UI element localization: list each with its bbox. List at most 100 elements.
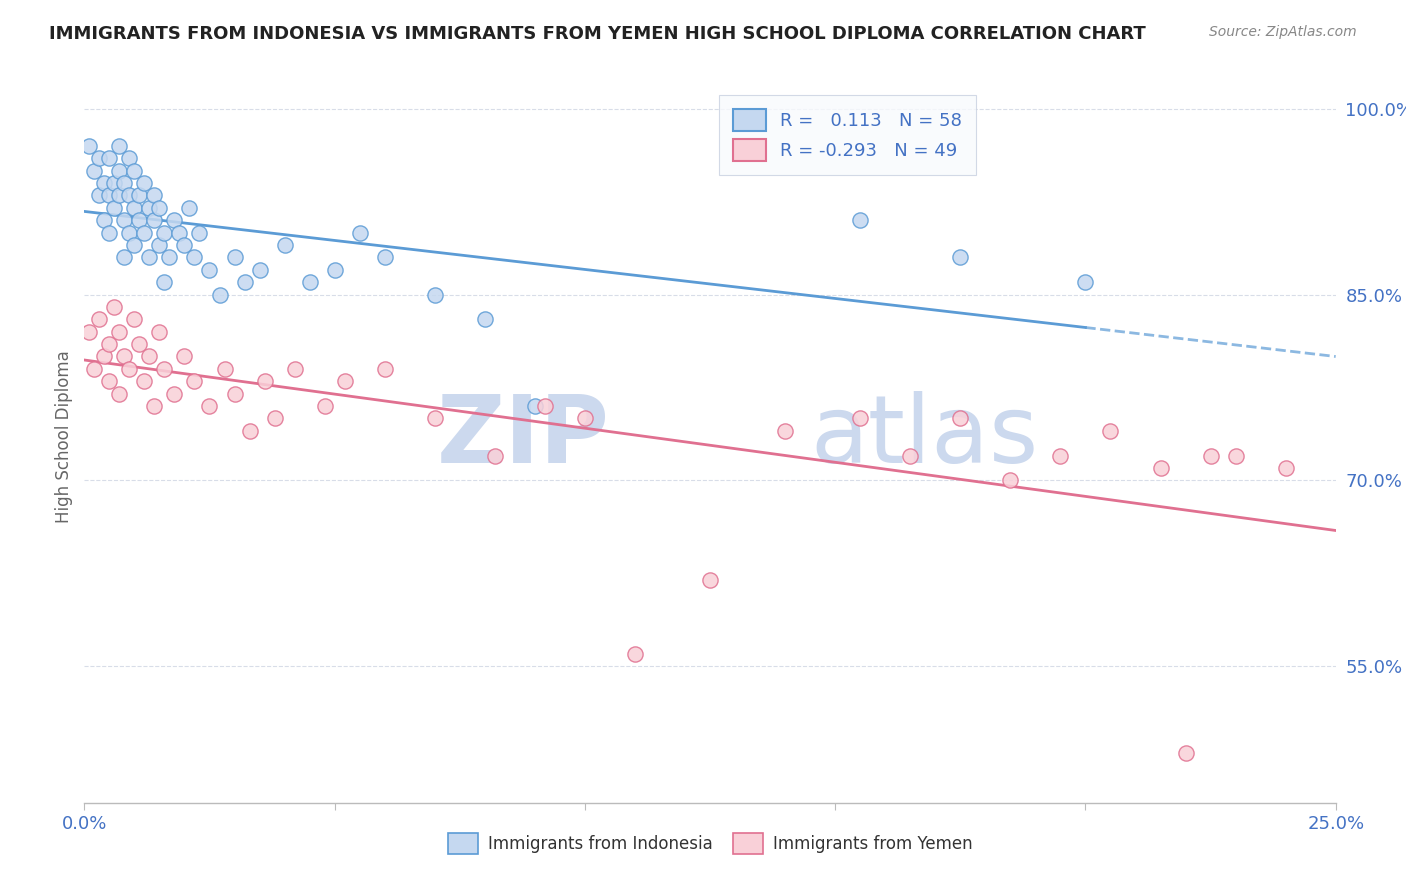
Point — [128, 213, 150, 227]
Point — [118, 151, 141, 165]
Point — [183, 374, 205, 388]
Point — [253, 374, 276, 388]
Point — [138, 350, 160, 364]
Point — [188, 226, 211, 240]
Point — [93, 213, 115, 227]
Point — [374, 362, 396, 376]
Point — [98, 337, 121, 351]
Point — [124, 238, 146, 252]
Point — [238, 424, 260, 438]
Point — [1174, 746, 1197, 760]
Point — [134, 176, 156, 190]
Point — [108, 386, 131, 401]
Point — [89, 188, 111, 202]
Point — [108, 325, 131, 339]
Point — [574, 411, 596, 425]
Point — [1274, 461, 1296, 475]
Point — [534, 399, 557, 413]
Point — [249, 262, 271, 277]
Point — [849, 213, 872, 227]
Point — [169, 226, 191, 240]
Point — [898, 449, 921, 463]
Text: Source: ZipAtlas.com: Source: ZipAtlas.com — [1209, 25, 1357, 39]
Point — [89, 151, 111, 165]
Point — [153, 226, 176, 240]
Point — [263, 411, 285, 425]
Point — [143, 188, 166, 202]
Y-axis label: High School Diploma: High School Diploma — [55, 351, 73, 524]
Point — [108, 163, 131, 178]
Point — [374, 250, 396, 264]
Point — [112, 213, 135, 227]
Point — [163, 386, 186, 401]
Point — [93, 176, 115, 190]
Point — [108, 138, 131, 153]
Point — [128, 188, 150, 202]
Point — [112, 250, 135, 264]
Point — [89, 312, 111, 326]
Point — [79, 138, 101, 153]
Point — [423, 411, 446, 425]
Point — [298, 275, 321, 289]
Point — [103, 176, 125, 190]
Point — [148, 325, 170, 339]
Point — [183, 250, 205, 264]
Point — [484, 449, 506, 463]
Point — [224, 386, 246, 401]
Point — [118, 362, 141, 376]
Point — [1049, 449, 1071, 463]
Point — [112, 176, 135, 190]
Point — [179, 201, 201, 215]
Point — [1149, 461, 1171, 475]
Point — [233, 275, 256, 289]
Point — [134, 374, 156, 388]
Text: ZIP: ZIP — [437, 391, 610, 483]
Point — [124, 163, 146, 178]
Point — [849, 411, 872, 425]
Point — [173, 350, 195, 364]
Point — [128, 337, 150, 351]
Point — [124, 201, 146, 215]
Point — [143, 213, 166, 227]
Point — [118, 188, 141, 202]
Point — [98, 226, 121, 240]
Point — [173, 238, 195, 252]
Point — [153, 275, 176, 289]
Text: IMMIGRANTS FROM INDONESIA VS IMMIGRANTS FROM YEMEN HIGH SCHOOL DIPLOMA CORRELATI: IMMIGRANTS FROM INDONESIA VS IMMIGRANTS … — [49, 25, 1146, 43]
Point — [198, 262, 221, 277]
Point — [284, 362, 307, 376]
Text: atlas: atlas — [810, 391, 1039, 483]
Point — [1099, 424, 1122, 438]
Point — [83, 163, 105, 178]
Point — [1199, 449, 1222, 463]
Point — [79, 325, 101, 339]
Point — [153, 362, 176, 376]
Point — [163, 213, 186, 227]
Point — [138, 201, 160, 215]
Point — [333, 374, 356, 388]
Point — [138, 250, 160, 264]
Point — [103, 201, 125, 215]
Point — [523, 399, 546, 413]
Point — [349, 226, 371, 240]
Point — [93, 350, 115, 364]
Point — [214, 362, 236, 376]
Point — [143, 399, 166, 413]
Point — [148, 201, 170, 215]
Point — [98, 374, 121, 388]
Point — [98, 151, 121, 165]
Point — [949, 411, 972, 425]
Point — [98, 188, 121, 202]
Point — [118, 226, 141, 240]
Point — [103, 300, 125, 314]
Point — [198, 399, 221, 413]
Point — [134, 226, 156, 240]
Point — [624, 647, 647, 661]
Point — [224, 250, 246, 264]
Point — [423, 287, 446, 301]
Point — [108, 188, 131, 202]
Point — [699, 573, 721, 587]
Point — [949, 250, 972, 264]
Point — [208, 287, 231, 301]
Point — [1000, 474, 1022, 488]
